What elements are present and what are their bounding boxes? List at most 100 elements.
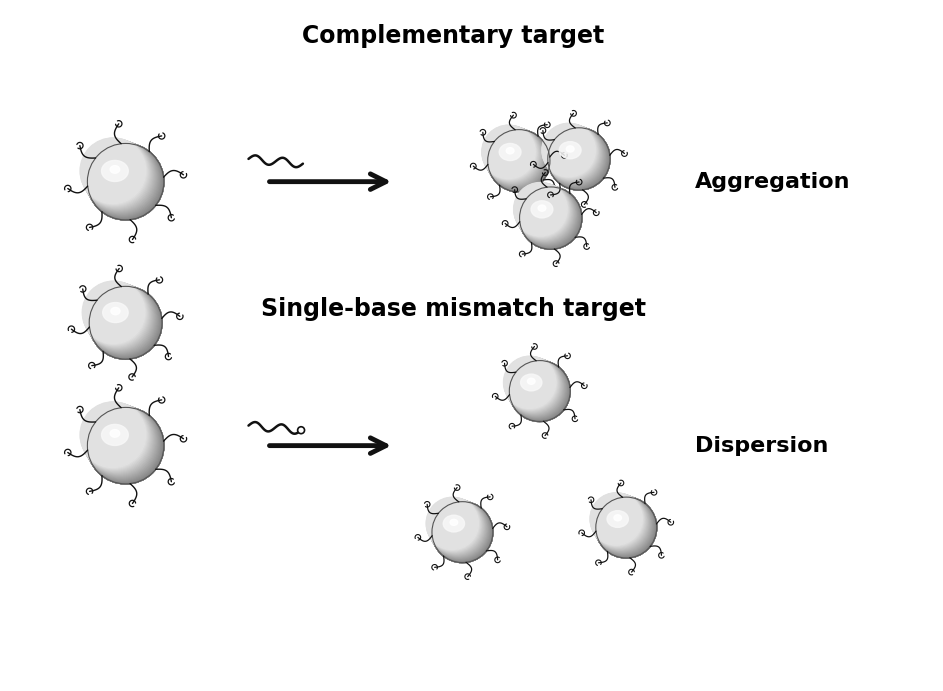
Ellipse shape	[482, 125, 536, 179]
Ellipse shape	[432, 502, 493, 562]
Ellipse shape	[596, 497, 656, 558]
Ellipse shape	[88, 144, 164, 220]
Ellipse shape	[431, 501, 489, 560]
Ellipse shape	[519, 186, 579, 247]
Ellipse shape	[86, 406, 161, 481]
Ellipse shape	[559, 142, 581, 159]
Ellipse shape	[505, 357, 557, 410]
Ellipse shape	[506, 359, 563, 415]
Ellipse shape	[82, 404, 152, 473]
Ellipse shape	[90, 286, 162, 359]
Ellipse shape	[87, 407, 163, 483]
Ellipse shape	[485, 127, 541, 184]
Ellipse shape	[520, 187, 582, 249]
Ellipse shape	[543, 124, 599, 180]
Ellipse shape	[88, 144, 164, 220]
Ellipse shape	[432, 502, 493, 562]
Ellipse shape	[82, 281, 144, 343]
Ellipse shape	[82, 140, 151, 208]
Ellipse shape	[430, 500, 488, 558]
Ellipse shape	[87, 143, 162, 218]
Ellipse shape	[488, 130, 550, 192]
Ellipse shape	[484, 126, 539, 182]
Ellipse shape	[88, 408, 164, 484]
Ellipse shape	[508, 359, 567, 418]
Ellipse shape	[89, 286, 160, 357]
Ellipse shape	[507, 359, 564, 416]
Ellipse shape	[88, 408, 164, 484]
Ellipse shape	[430, 500, 489, 559]
Ellipse shape	[596, 497, 656, 558]
Ellipse shape	[84, 404, 155, 475]
Ellipse shape	[90, 286, 162, 359]
Ellipse shape	[110, 166, 120, 173]
Ellipse shape	[85, 142, 157, 214]
Ellipse shape	[429, 499, 485, 555]
Ellipse shape	[596, 497, 656, 558]
Ellipse shape	[485, 128, 543, 186]
Ellipse shape	[592, 494, 647, 549]
Ellipse shape	[88, 144, 164, 220]
Ellipse shape	[88, 144, 164, 220]
Ellipse shape	[487, 129, 548, 190]
Ellipse shape	[90, 286, 162, 359]
Ellipse shape	[90, 286, 162, 359]
Ellipse shape	[488, 130, 550, 192]
Ellipse shape	[595, 497, 656, 558]
Ellipse shape	[590, 493, 643, 546]
Ellipse shape	[488, 130, 550, 192]
Ellipse shape	[509, 361, 571, 422]
Ellipse shape	[596, 497, 656, 558]
Ellipse shape	[593, 495, 649, 551]
Ellipse shape	[82, 139, 150, 207]
Ellipse shape	[499, 144, 521, 160]
Ellipse shape	[88, 144, 164, 220]
Ellipse shape	[87, 407, 162, 482]
Ellipse shape	[509, 361, 571, 422]
Ellipse shape	[83, 282, 147, 346]
Ellipse shape	[429, 500, 487, 557]
Ellipse shape	[514, 182, 568, 236]
Ellipse shape	[595, 496, 653, 556]
Ellipse shape	[488, 130, 550, 192]
Ellipse shape	[594, 496, 653, 555]
Ellipse shape	[520, 187, 581, 249]
Ellipse shape	[509, 361, 571, 422]
Ellipse shape	[86, 142, 160, 216]
Ellipse shape	[88, 408, 164, 484]
Ellipse shape	[84, 283, 149, 348]
Ellipse shape	[89, 286, 161, 359]
Ellipse shape	[542, 124, 597, 178]
Ellipse shape	[85, 406, 158, 479]
Ellipse shape	[596, 497, 656, 558]
Ellipse shape	[545, 126, 603, 183]
Ellipse shape	[80, 402, 147, 468]
Ellipse shape	[545, 126, 603, 184]
Ellipse shape	[517, 184, 575, 243]
Ellipse shape	[596, 497, 656, 558]
Ellipse shape	[483, 126, 538, 180]
Ellipse shape	[88, 144, 164, 220]
Ellipse shape	[505, 357, 558, 410]
Ellipse shape	[542, 124, 596, 178]
Ellipse shape	[429, 500, 486, 556]
Ellipse shape	[88, 144, 164, 220]
Ellipse shape	[517, 185, 575, 244]
Ellipse shape	[509, 361, 571, 422]
Ellipse shape	[509, 361, 571, 422]
Ellipse shape	[531, 201, 553, 218]
Ellipse shape	[450, 520, 457, 525]
Ellipse shape	[544, 125, 602, 182]
Ellipse shape	[486, 128, 544, 187]
Ellipse shape	[430, 500, 488, 558]
Ellipse shape	[85, 142, 158, 215]
Ellipse shape	[542, 123, 595, 177]
Ellipse shape	[428, 498, 482, 553]
Ellipse shape	[520, 187, 582, 249]
Ellipse shape	[426, 498, 479, 550]
Ellipse shape	[505, 357, 559, 411]
Ellipse shape	[488, 129, 549, 191]
Ellipse shape	[514, 182, 567, 236]
Ellipse shape	[88, 144, 164, 220]
Ellipse shape	[443, 515, 465, 532]
